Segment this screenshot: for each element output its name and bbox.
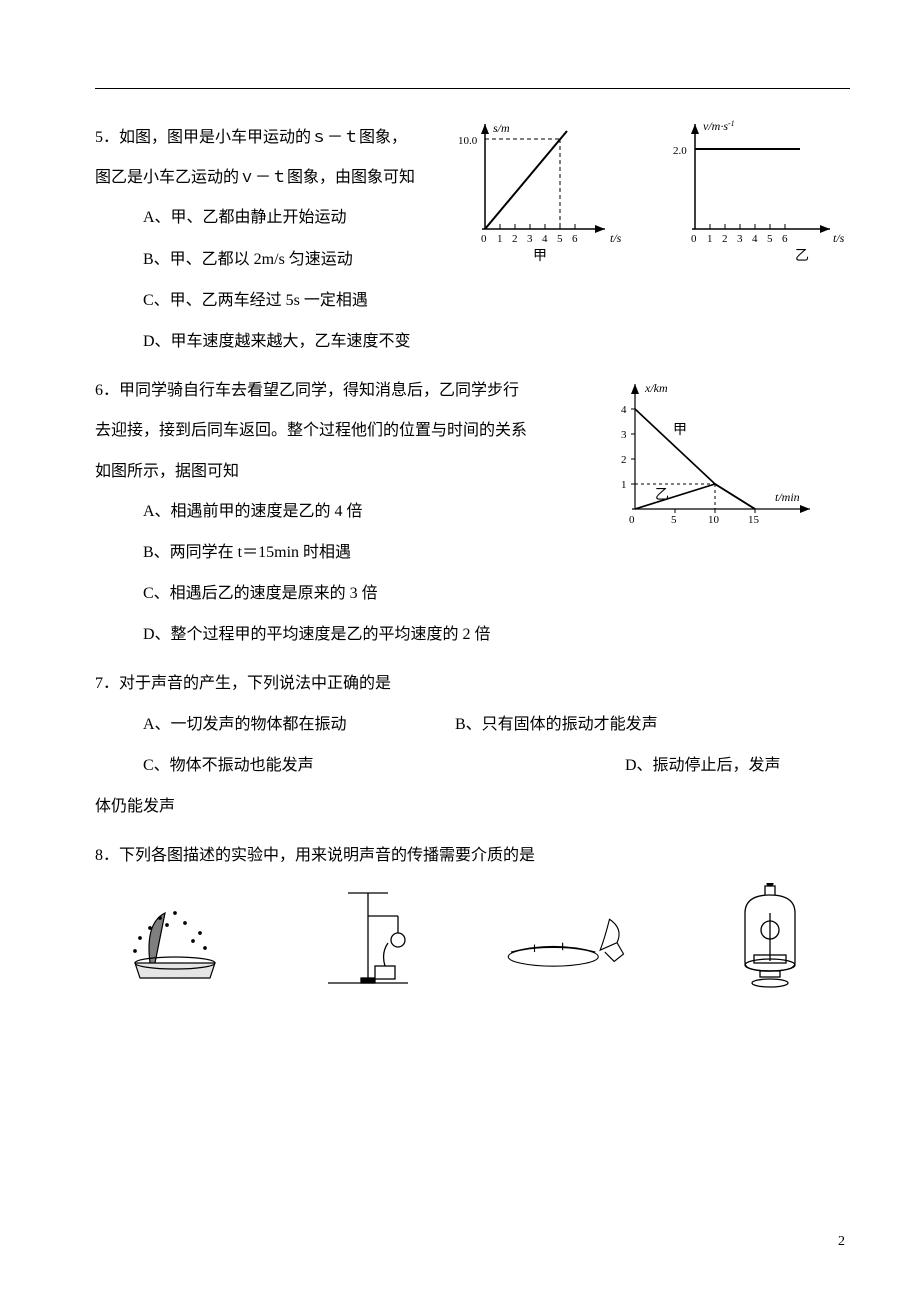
tick: 3 bbox=[621, 429, 627, 441]
question-5: 5．如图，图甲是小车甲运动的ｓ－ｔ图象， 图乙是小车乙运动的ｖ－ｔ图象，由图象可… bbox=[95, 120, 850, 359]
chart-jia-ylabel: s/m bbox=[493, 121, 510, 135]
tick: 5 bbox=[767, 233, 773, 245]
q6-option-c: C、相遇后乙的速度是原来的 3 倍 bbox=[143, 576, 850, 611]
tick: 6 bbox=[572, 233, 578, 245]
chart-yi: v/m·s-1 2.0 t/s 0 1 2 3 4 5 6 乙 bbox=[670, 114, 850, 274]
q6-label-yi: 乙 bbox=[655, 487, 669, 503]
q5-option-d: D、甲车速度越来越大，乙车速度不变 bbox=[143, 324, 850, 359]
page-number: 2 bbox=[838, 1234, 845, 1250]
tick: 5 bbox=[671, 514, 677, 526]
q6-stem-line3: 如图所示，据图可知 bbox=[95, 454, 585, 489]
chart-jia-name: 甲 bbox=[533, 249, 547, 264]
q8-image-a bbox=[100, 888, 250, 988]
q7-option-d: D、振动停止后，发声 bbox=[625, 748, 845, 783]
tick: 1 bbox=[621, 479, 627, 491]
q6-label-jia: 甲 bbox=[673, 423, 687, 438]
question-7: 7．对于声音的产生，下列说法中正确的是 A、一切发声的物体都在振动 B、只有固体… bbox=[95, 666, 850, 824]
chart-yi-name: 乙 bbox=[795, 248, 809, 264]
tick: 0 bbox=[629, 514, 635, 526]
tick: 4 bbox=[621, 404, 627, 416]
q6-stem-block: 6．甲同学骑自行车去看望乙同学，得知消息后，乙同学步行 去迎接，接到后同车返回。… bbox=[95, 373, 585, 489]
q6-xlabel: t/min bbox=[775, 490, 800, 504]
tick: 6 bbox=[782, 233, 788, 245]
tick: 3 bbox=[737, 233, 743, 245]
tick: 3 bbox=[527, 233, 533, 245]
tick: 4 bbox=[752, 233, 758, 245]
q8-image-b bbox=[298, 888, 448, 988]
chart-yi-yval: 2.0 bbox=[673, 145, 687, 157]
question-6: 6．甲同学骑自行车去看望乙同学，得知消息后，乙同学步行 去迎接，接到后同车返回。… bbox=[95, 373, 850, 652]
q8-image-d bbox=[695, 888, 845, 988]
q6-option-d: D、整个过程甲的平均速度是乙的平均速度的 2 倍 bbox=[143, 617, 850, 652]
chart-jia-xlabel: t/s bbox=[610, 231, 622, 245]
tick: 5 bbox=[557, 233, 563, 245]
q7-option-c: C、物体不振动也能发声 bbox=[95, 748, 625, 783]
q5-stem-line1: 5．如图，图甲是小车甲运动的ｓ－ｔ图象， bbox=[95, 120, 440, 155]
q6-stem-line1: 6．甲同学骑自行车去看望乙同学，得知消息后，乙同学步行 bbox=[95, 373, 585, 408]
tick: 15 bbox=[748, 514, 760, 526]
chart-jia-yval: 10.0 bbox=[458, 135, 478, 147]
tick: 10 bbox=[708, 514, 720, 526]
chart-jia: s/m 10.0 t/s 0 1 2 3 4 5 6 甲 bbox=[455, 114, 630, 274]
tick: 1 bbox=[497, 233, 503, 245]
q8-image-c bbox=[497, 888, 647, 988]
chart-yi-ylabel: v/m·s-1 bbox=[703, 119, 735, 133]
q8-stem: 8．下列各图描述的实验中，用来说明声音的传播需要介质的是 bbox=[95, 838, 850, 873]
q5-charts: s/m 10.0 t/s 0 1 2 3 4 5 6 甲 bbox=[455, 114, 850, 274]
q6-chart: 1 2 3 4 0 5 10 15 bbox=[600, 377, 830, 560]
q5-stem-block: 5．如图，图甲是小车甲运动的ｓ－ｔ图象， 图乙是小车乙运动的ｖ－ｔ图象，由图象可… bbox=[95, 120, 440, 195]
top-horizontal-rule bbox=[95, 88, 850, 89]
page-content: 5．如图，图甲是小车甲运动的ｓ－ｔ图象， 图乙是小车乙运动的ｖ－ｔ图象，由图象可… bbox=[95, 120, 850, 988]
q6-stem-line2: 去迎接，接到后同车返回。整个过程他们的位置与时间的关系 bbox=[95, 413, 585, 448]
q7-option-d-continuation: 体仍能发声 bbox=[95, 789, 850, 824]
tick: 2 bbox=[722, 233, 728, 245]
q7-stem: 7．对于声音的产生，下列说法中正确的是 bbox=[95, 666, 850, 701]
tick: 2 bbox=[621, 454, 627, 466]
tick: 4 bbox=[542, 233, 548, 245]
q7-options: A、一切发声的物体都在振动 B、只有固体的振动才能发声 C、物体不振动也能发声 … bbox=[95, 707, 850, 789]
q7-option-a: A、一切发声的物体都在振动 bbox=[95, 707, 425, 742]
tick: 0 bbox=[691, 233, 697, 245]
chart-yi-xlabel: t/s bbox=[833, 231, 845, 245]
q8-image-row bbox=[95, 888, 850, 988]
question-8: 8．下列各图描述的实验中，用来说明声音的传播需要介质的是 bbox=[95, 838, 850, 988]
q6-ylabel: x/km bbox=[644, 381, 668, 395]
tick: 2 bbox=[512, 233, 518, 245]
q5-option-c: C、甲、乙两车经过 5s 一定相遇 bbox=[143, 283, 850, 318]
q7-option-b: B、只有固体的振动才能发声 bbox=[425, 707, 805, 742]
tick: 0 bbox=[481, 233, 487, 245]
tick: 1 bbox=[707, 233, 713, 245]
q5-stem-line2: 图乙是小车乙运动的ｖ－ｔ图象，由图象可知 bbox=[95, 160, 440, 195]
